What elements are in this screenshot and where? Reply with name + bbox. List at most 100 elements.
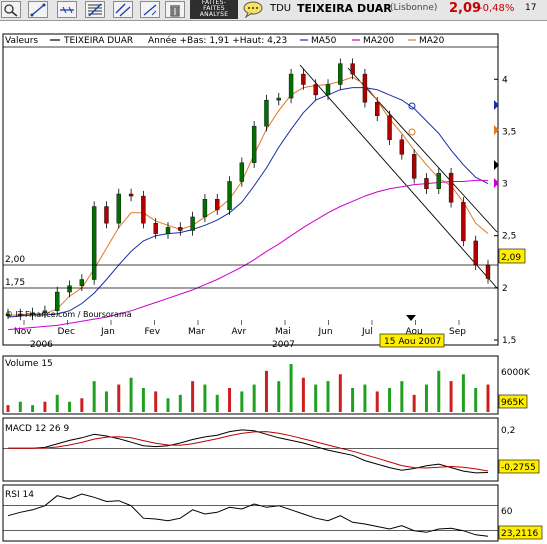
pointer-line-button[interactable] [140, 1, 160, 18]
candle-body [5, 313, 11, 317]
volume-bar [117, 384, 121, 412]
month-label: Fev [145, 327, 161, 337]
date-tooltip-text: 15 Aou 2007 [384, 337, 441, 347]
volume-bar [412, 394, 416, 412]
draw-line-icon [30, 3, 46, 17]
candle-body [67, 285, 72, 293]
time-x-axis: Nov Dec Jan Fev Mar Avr Mai Jun Jul Aou Sep 2006 200… [14, 327, 466, 350]
ticker-change: -0,48% [479, 3, 515, 14]
candle-body [215, 199, 220, 210]
zoom-button[interactable] [1, 1, 21, 18]
candle-body [79, 279, 85, 286]
y-tick-label: 2,5 [502, 232, 516, 242]
toolbar: FAITES- FAITES ANALYSE TDU TEIXEIRA DUAR… [0, 0, 547, 21]
candle-body [18, 313, 23, 317]
candle-body [190, 216, 195, 231]
parallel-lines-button[interactable] [113, 1, 133, 18]
volume-bar [191, 381, 195, 412]
level-label-200: 2,00 [5, 255, 25, 265]
rsi-panel [2, 484, 499, 542]
volume-bar [314, 384, 318, 412]
volume-bar [166, 398, 170, 412]
stock-chart[interactable]: 1,5 2 2,5 3 3,5 4 Nov Dec Jan Fev Mar Avr Mai Jun Jul… [0, 20, 547, 544]
volume-bar [424, 384, 428, 412]
candle-body [251, 126, 257, 163]
candle-body [411, 154, 417, 179]
ticker-symbol: TDU [270, 3, 292, 14]
volume-bar [203, 384, 207, 412]
volume-bar [338, 374, 342, 412]
candle-body [301, 73, 306, 85]
legend-name: TEIXEIRA DUAR [63, 36, 133, 46]
month-label: Mai [275, 327, 291, 337]
ma20-point-marker [408, 128, 416, 136]
rsi-line [3, 493, 498, 537]
volume-bar [474, 388, 478, 412]
candle-body [325, 84, 331, 96]
volume-bar [437, 370, 441, 412]
volume-bar [400, 381, 404, 412]
candle-body [485, 264, 491, 279]
candle-body [141, 195, 146, 224]
candle-body [313, 84, 318, 96]
legend-values-label: Valeurs [5, 36, 38, 46]
month-label: Jul [361, 327, 373, 337]
candle-body [338, 63, 343, 85]
month-label: Jun [318, 327, 333, 337]
y-tick-label: 3,5 [502, 127, 516, 137]
draw-line-button[interactable] [28, 1, 48, 18]
candle-body [153, 222, 158, 234]
ma20-marker [494, 125, 499, 135]
delete-button[interactable] [165, 1, 185, 18]
horizontal-line-icon [60, 6, 74, 14]
candle-body [104, 206, 109, 224]
volume-value: 965K [501, 398, 525, 408]
horizontal-line-button[interactable] [57, 1, 77, 18]
volume-bar [6, 405, 10, 412]
volume-bar [43, 401, 47, 412]
promo-banner[interactable]: FAITES- FAITES ANALYSE [190, 0, 238, 19]
date-cursor-icon[interactable] [406, 315, 416, 321]
speech-bubble-button[interactable] [242, 1, 264, 19]
volume-bar [178, 394, 182, 412]
fibonacci-button[interactable] [85, 1, 105, 18]
candle-body [362, 73, 368, 103]
moving-averages [7, 76, 489, 331]
candle-body [387, 115, 392, 140]
speech-bubble-icon [243, 1, 263, 19]
trash-icon [170, 5, 180, 17]
volume-bar [449, 381, 453, 412]
promo-line: ANALYSE [199, 11, 229, 18]
volume-bars [6, 364, 490, 412]
volume-bar [68, 401, 72, 412]
legend-ma200: MA200 [363, 36, 394, 46]
trend-line-upper [299, 64, 498, 289]
ticker-name: TEIXEIRA DUAR [297, 2, 392, 15]
macd-line [8, 429, 489, 474]
price-grid [23, 320, 460, 325]
volume-bar [375, 391, 379, 412]
year-label: 2007 [272, 340, 295, 350]
volume-bar [301, 377, 305, 412]
volume-bar [240, 391, 244, 412]
month-label: Aou [406, 327, 423, 337]
fibonacci-icon [88, 3, 102, 17]
rsi-line [7, 493, 489, 537]
volume-bar [92, 381, 96, 412]
price-marker [494, 160, 499, 170]
last-price-box [498, 248, 526, 264]
candle-body [424, 178, 429, 189]
candle-body [461, 202, 466, 242]
candle-body [165, 227, 171, 234]
volume-bar [80, 398, 84, 412]
month-label: Mar [188, 327, 205, 337]
volume-bar [154, 391, 158, 412]
candle-body [276, 97, 281, 101]
legend-ma20: MA20 [419, 36, 445, 46]
macd-value-box [498, 459, 540, 474]
month-label: Sep [449, 327, 466, 337]
ticker-market: (Lisbonne) [390, 3, 438, 13]
volume-title: Volume 15 [5, 359, 53, 369]
volume-bar [252, 384, 256, 412]
volume-bar [486, 384, 490, 412]
